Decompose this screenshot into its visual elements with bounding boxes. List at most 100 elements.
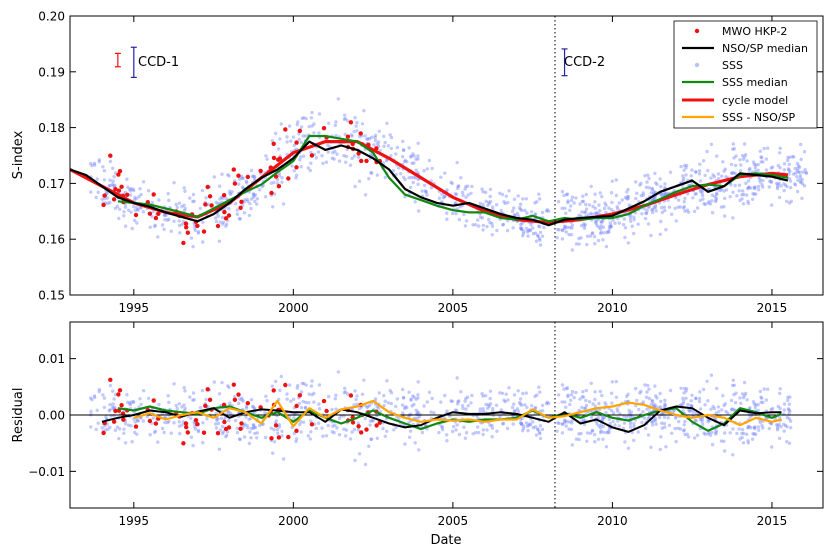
sss-point (327, 121, 331, 126)
sss-point (407, 176, 411, 180)
sss-point (560, 228, 565, 233)
sss-point (146, 189, 151, 193)
sss-residual-point (221, 430, 226, 434)
sss-residual-point (485, 428, 489, 432)
sss-residual-point (694, 396, 698, 401)
sss-residual-point (102, 396, 107, 400)
sss-residual-point (769, 422, 773, 426)
sss-residual-point (689, 403, 693, 408)
sss-point (182, 186, 186, 190)
sss-residual-point (198, 406, 203, 410)
sss-point (241, 185, 245, 189)
sss-point (645, 180, 649, 184)
sss-point (731, 147, 735, 151)
sss-residual-point (410, 404, 414, 408)
sss-point (709, 142, 714, 146)
sss-residual-point (422, 404, 426, 408)
sss-point (308, 168, 312, 173)
sss-residual-point (692, 436, 697, 440)
sss-residual-point (528, 423, 533, 427)
mwo-residual-point (222, 419, 227, 425)
sss-point (464, 185, 468, 189)
mwo-point (195, 223, 200, 229)
sss-point (528, 228, 533, 233)
sss-point (676, 205, 680, 209)
sss-point (366, 137, 370, 141)
sss-residual-point (412, 395, 416, 399)
sss-residual-point (623, 440, 627, 444)
sss-residual-point (363, 416, 367, 421)
sss-point (787, 177, 792, 181)
sss-residual-point (591, 402, 595, 406)
sss-residual-point (760, 423, 764, 428)
sss-residual-point (466, 404, 470, 408)
sss-point (423, 189, 428, 193)
sss-residual-point (306, 434, 310, 438)
sss-residual-point (751, 400, 756, 404)
sss-residual-point (732, 408, 736, 412)
sss-point (607, 206, 611, 210)
sss-point (188, 196, 192, 200)
sss-point (304, 134, 308, 138)
sss-point (133, 195, 137, 200)
mwo-residual-point (271, 388, 276, 393)
mwo-residual-point (231, 382, 236, 387)
sss-residual-point (251, 423, 256, 427)
sss-point (799, 180, 803, 185)
sss-residual-point (537, 385, 541, 389)
sss-point (317, 112, 322, 116)
sss-point (255, 197, 259, 201)
sss-residual-point (141, 419, 145, 423)
sss-point (163, 213, 167, 217)
sss-point (778, 166, 782, 170)
sss-residual-point (403, 405, 408, 409)
sss-residual-point (487, 404, 491, 408)
sss-residual-point (717, 410, 721, 414)
sss-point (139, 206, 143, 210)
sss-point (598, 209, 602, 213)
sss-point (277, 147, 281, 151)
sss-residual-point (463, 399, 467, 403)
sss-point (228, 189, 232, 193)
sss-point (593, 200, 597, 204)
sss-residual-point (752, 425, 756, 429)
sss-residual-point (201, 441, 205, 445)
sss-point (712, 175, 716, 179)
sss-point (191, 244, 195, 249)
sss-residual-point (117, 436, 121, 441)
mwo-residual-point (108, 377, 113, 382)
sss-residual-point (108, 408, 112, 412)
sss-point (312, 122, 316, 126)
sss-residual-point (770, 445, 774, 449)
sss-point (106, 201, 110, 206)
mwo-point (258, 168, 263, 174)
sss-residual-point (216, 417, 220, 421)
sss-residual-point (777, 436, 782, 441)
mwo-point (119, 184, 124, 189)
sss-residual-point (297, 401, 301, 406)
sss-residual-point (343, 386, 347, 390)
series-nso-sp-median (69, 140, 789, 227)
sss-point (714, 196, 719, 201)
sss-residual-point (723, 402, 727, 406)
sss-residual-point (647, 387, 651, 391)
sss-residual-point (646, 433, 651, 437)
sss-point (518, 207, 523, 211)
sss-point (409, 154, 413, 158)
mwo-residual-point (324, 408, 329, 414)
mwo-residual-point (185, 430, 190, 435)
mwo-residual-point (205, 387, 210, 392)
sss-point (90, 163, 94, 168)
sss-residual-point (133, 420, 137, 424)
sss-residual-point (789, 426, 793, 430)
sss-residual-point (640, 420, 644, 425)
sss-residual-point (129, 424, 133, 428)
sss-residual-point (731, 378, 735, 382)
sss-residual-point (775, 426, 780, 430)
sss-point (437, 196, 442, 200)
sss-point (600, 220, 604, 224)
sss-point (348, 163, 353, 167)
sss-point (795, 161, 800, 166)
sss-point (766, 146, 770, 150)
sss-point (740, 197, 744, 201)
